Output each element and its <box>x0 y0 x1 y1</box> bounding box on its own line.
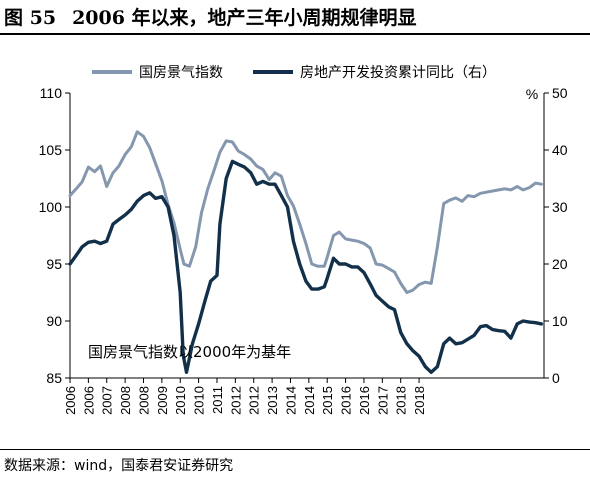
y-right-tick-label: 20 <box>552 256 568 272</box>
figure-title-text: 2006 年以来，地产三年小周期规律明显 <box>72 7 417 29</box>
x-tick-label: 2013 <box>265 386 280 415</box>
source-rule <box>0 449 590 450</box>
line-chart: 国房景气指数 房地产开发投资累计同比（右） 85 90 95 100 105 110 0 10… <box>39 65 568 415</box>
x-tick-label: 2010 <box>192 386 207 415</box>
series-line-invest <box>68 159 544 374</box>
x-tick-label: 2008 <box>136 386 151 415</box>
legend-label-invest: 房地产开发投资累计同比（右） <box>300 65 496 81</box>
figure-title: 图 55 2006 年以来，地产三年小周期规律明显 <box>4 3 417 33</box>
y-left-tick-label: 95 <box>46 256 62 272</box>
x-tick-label: 2010 <box>173 386 188 415</box>
x-tick-label: 2008 <box>118 386 133 415</box>
y-left-tick-label: 110 <box>40 85 63 101</box>
y-right-tick-label: 0 <box>552 370 560 386</box>
x-tick-label: 2015 <box>320 386 335 415</box>
y-left-tick-label: 85 <box>46 370 62 386</box>
right-axis-unit: % <box>526 86 538 102</box>
y-right-tick-label: 50 <box>552 85 568 101</box>
source-note: 数据来源：wind，国泰君安证券研究 <box>4 458 234 474</box>
y-right-tick-label: 40 <box>552 142 568 158</box>
y-right-tick-label: 10 <box>552 313 568 329</box>
x-tick-label: 2011 <box>210 386 225 414</box>
x-tick-label: 2018 <box>394 386 409 415</box>
legend-label-index: 国房景气指数 <box>139 65 223 81</box>
x-tick-label: 2014 <box>283 386 298 415</box>
chart-annotation: 国房景气指数以2000年为基年 <box>88 343 291 361</box>
y-left-tick-label: 105 <box>39 142 63 158</box>
legend: 国房景气指数 房地产开发投资累计同比（右） <box>92 65 496 81</box>
figure-number: 图 55 <box>4 7 57 29</box>
y-left-tick-label: 100 <box>39 199 63 215</box>
y-right-tick-label: 30 <box>552 199 568 215</box>
x-tick-label: 2012 <box>247 386 262 415</box>
x-tick-label: 2006 <box>63 386 78 415</box>
x-tick-label: 2014 <box>302 386 317 415</box>
x-tick-label: 2012 <box>228 386 243 415</box>
x-tick-label: 2016 <box>339 386 354 415</box>
title-rule <box>0 33 590 35</box>
series-line-index <box>68 130 543 294</box>
x-tick-label: 2006 <box>81 386 96 415</box>
x-tick-label: 2017 <box>375 386 390 415</box>
x-tick-label: 2007 <box>100 386 115 415</box>
x-tick-label: 2018 <box>412 386 427 415</box>
x-tick-label: 2009 <box>155 386 170 415</box>
y-left-tick-label: 90 <box>46 313 62 329</box>
series-layer <box>68 130 544 374</box>
x-tick-label: 2016 <box>357 386 372 415</box>
